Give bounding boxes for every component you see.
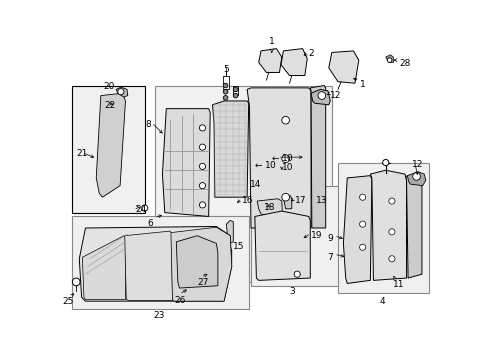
Text: $\leftarrow$10: $\leftarrow$10 — [270, 152, 294, 163]
Circle shape — [388, 229, 394, 235]
Text: 15: 15 — [233, 242, 244, 251]
Circle shape — [382, 159, 388, 166]
Circle shape — [386, 58, 391, 62]
Text: 12: 12 — [329, 91, 341, 100]
Circle shape — [223, 83, 227, 88]
Text: 22: 22 — [104, 101, 116, 110]
Text: 27: 27 — [197, 278, 208, 287]
Text: 13: 13 — [316, 195, 327, 204]
Polygon shape — [79, 226, 231, 301]
Polygon shape — [343, 176, 371, 283]
Text: 25: 25 — [62, 297, 74, 306]
Polygon shape — [407, 172, 425, 186]
Polygon shape — [96, 93, 125, 197]
Text: 3: 3 — [288, 287, 294, 296]
Polygon shape — [82, 236, 125, 300]
Polygon shape — [369, 170, 406, 280]
Text: 16: 16 — [241, 195, 253, 204]
Polygon shape — [246, 88, 310, 228]
Circle shape — [233, 93, 238, 98]
Circle shape — [199, 163, 205, 170]
Text: 28: 28 — [399, 59, 410, 68]
Text: 20: 20 — [102, 82, 114, 91]
Polygon shape — [310, 86, 325, 228]
Bar — [250, 186, 339, 286]
Bar — [71, 216, 248, 309]
Text: 19: 19 — [310, 231, 322, 240]
Circle shape — [199, 144, 205, 150]
Polygon shape — [310, 89, 329, 105]
Circle shape — [199, 183, 205, 189]
Circle shape — [388, 256, 394, 262]
Polygon shape — [176, 236, 218, 288]
Text: 9: 9 — [327, 234, 333, 243]
Circle shape — [359, 221, 365, 227]
Text: 24: 24 — [135, 205, 146, 214]
Bar — [222, 76, 228, 89]
Text: 21: 21 — [76, 149, 87, 158]
Polygon shape — [226, 220, 233, 243]
Text: 23: 23 — [153, 311, 164, 320]
Text: 5: 5 — [223, 65, 229, 74]
Text: 14: 14 — [249, 180, 260, 189]
Text: 1: 1 — [268, 37, 274, 53]
Polygon shape — [258, 49, 281, 72]
Circle shape — [317, 92, 325, 99]
Text: 4: 4 — [378, 297, 384, 306]
Text: 7: 7 — [327, 253, 333, 262]
Circle shape — [359, 244, 365, 250]
Circle shape — [412, 172, 420, 180]
Circle shape — [388, 198, 394, 204]
Text: $\leftarrow$10: $\leftarrow$10 — [252, 159, 276, 171]
Polygon shape — [124, 231, 172, 300]
Polygon shape — [162, 109, 210, 216]
Circle shape — [281, 116, 289, 124]
Text: 6: 6 — [147, 219, 153, 228]
Circle shape — [199, 125, 205, 131]
Circle shape — [281, 193, 289, 201]
Circle shape — [72, 278, 80, 286]
Circle shape — [223, 95, 227, 100]
Polygon shape — [254, 211, 310, 280]
Circle shape — [118, 89, 123, 95]
Polygon shape — [281, 49, 306, 76]
Text: 18: 18 — [264, 203, 275, 212]
Text: 1: 1 — [360, 80, 366, 89]
Polygon shape — [405, 174, 421, 278]
Polygon shape — [257, 199, 282, 216]
Circle shape — [233, 87, 238, 92]
Polygon shape — [385, 55, 393, 62]
Circle shape — [142, 205, 147, 211]
Polygon shape — [116, 87, 127, 97]
Text: 10: 10 — [281, 163, 293, 172]
Circle shape — [281, 155, 289, 163]
Circle shape — [293, 271, 300, 277]
Circle shape — [199, 202, 205, 208]
Circle shape — [359, 194, 365, 200]
Polygon shape — [224, 247, 231, 263]
Text: 17: 17 — [294, 195, 306, 204]
Polygon shape — [282, 195, 291, 209]
Text: 26: 26 — [174, 296, 185, 305]
Text: 12: 12 — [411, 160, 423, 169]
Bar — [233, 86, 238, 95]
Polygon shape — [212, 101, 248, 197]
Text: 11: 11 — [393, 280, 404, 289]
Bar — [337, 163, 428, 293]
Bar — [71, 86, 144, 213]
Text: 8: 8 — [145, 120, 151, 129]
Polygon shape — [171, 227, 231, 301]
Text: 2: 2 — [308, 49, 314, 58]
Circle shape — [223, 89, 227, 94]
Polygon shape — [328, 51, 358, 83]
Bar — [154, 86, 331, 282]
